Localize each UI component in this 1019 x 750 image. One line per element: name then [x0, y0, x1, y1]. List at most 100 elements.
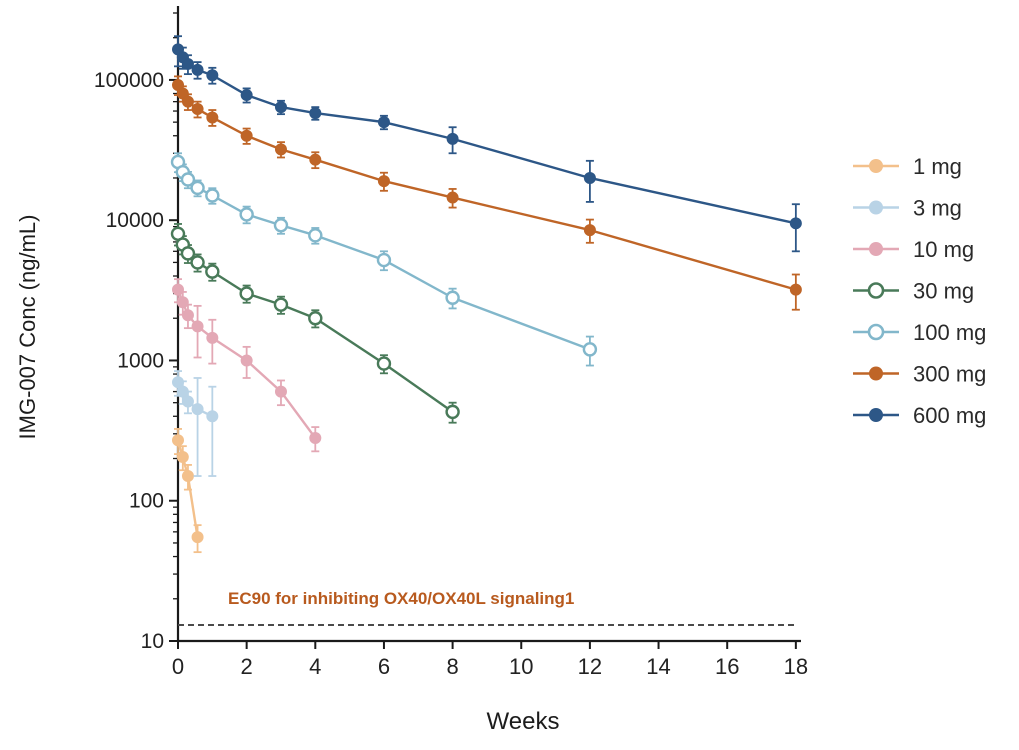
data-point: [180, 246, 196, 261]
data-point: [176, 451, 189, 464]
data-point: [240, 129, 253, 142]
data-point: [180, 172, 196, 187]
series-line: [176, 84, 797, 291]
legend-marker: [869, 159, 883, 173]
series-10-mg: [172, 278, 322, 453]
x-tick-label: 6: [378, 654, 390, 679]
data-point: [190, 180, 205, 196]
axes: 10 100 1000 10000 100000 0 2 4 6 8 10 12 14 16 18: [94, 6, 808, 679]
data-point: [205, 188, 220, 203]
data-point: [206, 331, 219, 344]
series-600-mg: [172, 35, 802, 253]
data-point: [273, 297, 289, 312]
data-point: [206, 69, 219, 82]
data-point: [172, 376, 184, 389]
data-point: [205, 264, 220, 279]
y-axis-title: IMG-007 Conc (ng/mL): [15, 214, 40, 440]
y-tick-label: 100000: [94, 69, 164, 92]
legend-label: 300 mg: [913, 362, 986, 387]
data-point: [445, 404, 460, 420]
y-tick-label: 1000: [117, 349, 164, 372]
legend-marker: [867, 282, 885, 299]
data-point: [309, 153, 322, 166]
series-100-mg: [170, 152, 598, 367]
series-300-mg: [172, 75, 802, 311]
data-point: [191, 63, 204, 76]
data-point: [240, 89, 253, 102]
ec90-annotation: EC90 for inhibiting OX40/OX40L signaling…: [228, 589, 575, 608]
data-point: [176, 385, 189, 398]
legend-item-300-mg: 300 mg: [853, 362, 986, 387]
legend-marker: [869, 242, 883, 256]
data-point: [206, 111, 219, 124]
data-point: [274, 143, 287, 156]
legend-label: 1 mg: [913, 154, 962, 179]
data-point: [172, 434, 184, 447]
y-tick-label: 10000: [106, 209, 164, 232]
data-point: [181, 309, 194, 322]
data-point: [181, 95, 194, 108]
x-tick-label: 2: [241, 654, 253, 679]
data-point: [376, 356, 392, 371]
data-point: [582, 342, 598, 357]
data-point: [239, 207, 254, 222]
x-tick-label: 12: [578, 654, 602, 679]
series-3-mg: [172, 370, 219, 477]
legend-label: 10 mg: [913, 237, 974, 262]
legend-item-3-mg: 3 mg: [853, 196, 962, 221]
x-tick-label: 14: [646, 654, 670, 679]
x-tick-label: 16: [715, 654, 739, 679]
legend-marker: [867, 323, 885, 341]
data-point: [309, 432, 322, 445]
data-point: [191, 403, 204, 416]
series-1-mg: [172, 428, 204, 554]
data-point: [181, 57, 194, 70]
data-point: [240, 354, 253, 367]
data-point: [191, 320, 204, 333]
series-line: [176, 48, 797, 225]
series-line: [176, 439, 199, 538]
data-point: [308, 311, 323, 326]
legend: 1 mg 3 mg 10 mg 30 mg 100 mg 300 mg 600 mg: [853, 154, 986, 428]
data-point: [446, 132, 459, 145]
data-point: [308, 228, 323, 243]
data-point: [309, 107, 322, 120]
data-point: [789, 217, 802, 230]
data-point: [446, 191, 459, 204]
legend-item-30-mg: 30 mg: [853, 279, 974, 304]
legend-marker: [869, 366, 883, 381]
x-axis-title: Weeks: [486, 708, 560, 735]
y-tick-label: 100: [129, 490, 164, 513]
data-point: [239, 286, 254, 301]
legend-label: 30 mg: [913, 279, 974, 304]
legend-marker: [869, 408, 883, 422]
legend-label: 600 mg: [913, 403, 986, 428]
data-point: [377, 175, 390, 188]
y-tick-label: 10: [141, 630, 164, 653]
data-point: [191, 103, 204, 116]
legend-item-600-mg: 600 mg: [853, 403, 986, 428]
legend-item-10-mg: 10 mg: [853, 237, 974, 262]
x-tick-label: 8: [446, 654, 458, 679]
data-point: [176, 296, 189, 309]
data-point: [273, 218, 289, 233]
legend-label: 3 mg: [913, 196, 962, 221]
legend-label: 100 mg: [913, 320, 986, 345]
x-tick-label: 10: [509, 654, 533, 679]
data-point: [172, 283, 184, 296]
data-point: [181, 395, 194, 408]
data-point: [583, 171, 596, 184]
x-tick-label: 0: [172, 654, 184, 679]
data-point: [445, 290, 460, 305]
data-point: [191, 531, 204, 544]
data-point: [583, 224, 596, 237]
data-point: [376, 252, 392, 268]
data-point: [274, 385, 287, 398]
legend-item-1-mg: 1 mg: [853, 154, 962, 179]
data-point: [274, 101, 287, 114]
legend-marker: [869, 200, 883, 215]
data-point: [789, 283, 802, 296]
data-point: [206, 410, 219, 423]
